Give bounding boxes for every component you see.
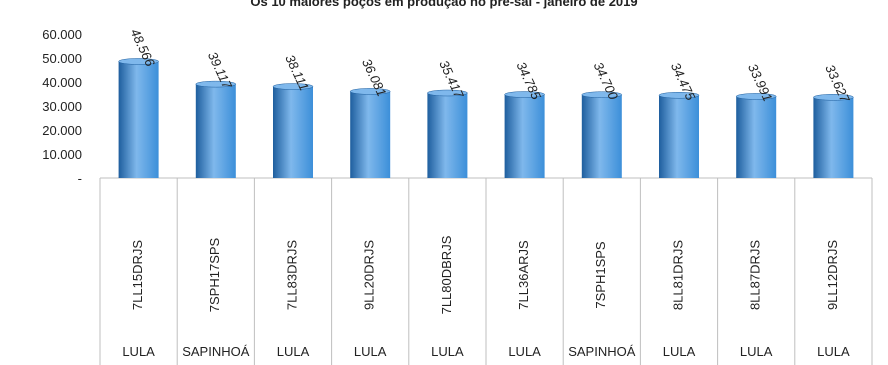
group-label: LULA: [740, 344, 773, 359]
x-tick-label: 8LL81DRJS: [670, 240, 685, 310]
bar: [195, 84, 236, 178]
bar: [736, 96, 777, 178]
x-tick-label: 7LL80DBRJS: [439, 235, 454, 314]
y-tick-label: -: [78, 171, 82, 186]
bar-top: [118, 58, 159, 65]
x-tick-label: 7LL83DRJS: [284, 240, 299, 310]
bars-layer: [118, 58, 854, 178]
bar: [118, 61, 159, 178]
group-label: LULA: [817, 344, 850, 359]
bar-top: [427, 89, 468, 97]
bar-top: [581, 91, 623, 98]
group-label: LULA: [277, 344, 310, 359]
y-tick-label: 10.000: [42, 147, 82, 162]
category-table: 7LL15DRJS LULA 7SPH17SPS SAPINHOÁ 7LL83DRJS L…: [99, 178, 873, 365]
y-tick-label: 60.000: [42, 27, 82, 42]
group-label: LULA: [663, 344, 696, 359]
bar: [350, 91, 391, 178]
chart-title: Os 10 maiores poços em produção no pré-s…: [250, 0, 637, 9]
bar-top: [195, 80, 237, 88]
x-tick-label: 7SPH17SPS: [207, 237, 222, 312]
x-tick-label: 7LL36ARJS: [516, 240, 531, 310]
y-tick-label: 20.000: [42, 123, 82, 138]
x-tick-label: 7LL15DRJS: [130, 240, 145, 310]
x-tick-label: 9LL12DRJS: [825, 240, 840, 310]
group-label: SAPINHOÁ: [182, 344, 250, 359]
group-label: LULA: [508, 344, 541, 359]
bar: [273, 86, 313, 178]
x-tick-label: 8LL87DRJS: [748, 240, 763, 310]
y-tick-label: 40.000: [42, 75, 82, 90]
group-label: LULA: [122, 344, 155, 359]
x-tick-label: 9LL20DRJS: [362, 240, 377, 310]
y-tick-label: 50.000: [42, 51, 82, 66]
bar-top: [813, 94, 854, 101]
bar-top: [735, 93, 777, 100]
bar: [581, 94, 622, 178]
group-label: SAPINHOÁ: [568, 344, 636, 359]
group-label: LULA: [431, 344, 464, 359]
bar-top: [349, 88, 391, 95]
y-tick-label: 30.000: [42, 99, 82, 114]
bar-top: [272, 83, 314, 90]
bar: [659, 95, 699, 178]
bar-top: [658, 92, 700, 99]
bar: [504, 94, 545, 178]
bar: [813, 97, 854, 178]
bar-top: [504, 91, 545, 98]
group-label: LULA: [354, 344, 387, 359]
x-tick-label: 7SPH1SPS: [593, 241, 608, 309]
bar: [427, 92, 468, 178]
